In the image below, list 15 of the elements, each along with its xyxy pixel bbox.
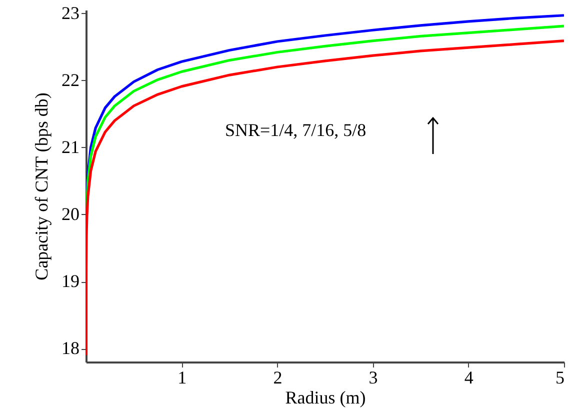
y-axis-title: Capacity of CNT (bps db) — [32, 92, 52, 280]
y-tick-label: 18 — [62, 338, 80, 358]
y-tick-label: 19 — [62, 271, 80, 292]
y-tick-label: 22 — [62, 70, 80, 90]
y-tick-label: 23 — [62, 2, 80, 23]
x-tick-label: 2 — [273, 368, 282, 388]
x-tick-label: 3 — [368, 368, 378, 388]
y-tick-label: 20 — [62, 204, 80, 224]
x-tick-label: 4 — [464, 368, 474, 388]
x-tick-label: 5 — [556, 368, 564, 388]
y-tick-label: 21 — [62, 136, 80, 157]
x-tick-label: 1 — [178, 368, 187, 388]
line-series — [86, 40, 564, 357]
annotation: SNR=1/4, 7/16, 5/8 — [225, 120, 366, 140]
x-axis-title: Radius (m) — [285, 388, 366, 408]
